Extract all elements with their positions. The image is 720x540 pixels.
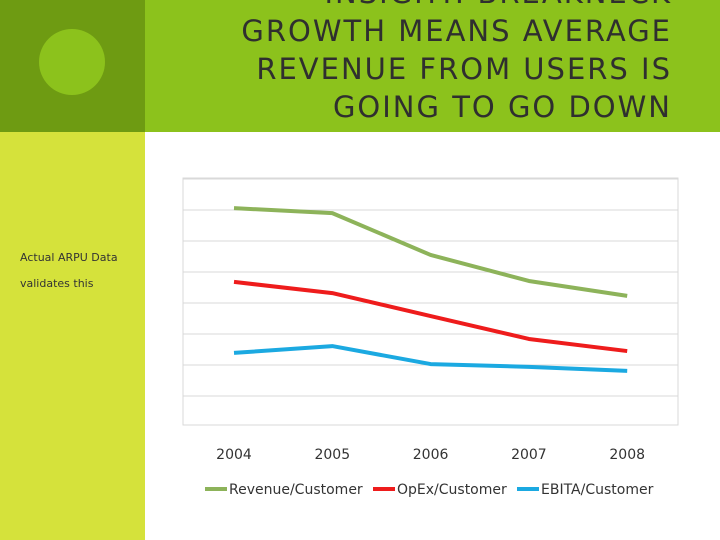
corner-circle	[39, 29, 105, 95]
legend-label: EBITA/Customer	[541, 482, 654, 498]
title-line: GROWTH MEANS AVERAGE	[241, 14, 672, 48]
x-tick-label: 2008	[609, 447, 645, 463]
x-tick-label: 2007	[511, 447, 547, 463]
sidebar	[0, 132, 145, 540]
title-line: GOING TO GO DOWN	[333, 90, 672, 124]
x-tick-label: 2004	[216, 447, 252, 463]
sidebar-text: validates this	[20, 277, 94, 290]
title-line: REVENUE FROM USERS IS	[256, 52, 672, 86]
sidebar-text: Actual ARPU Data	[20, 251, 118, 264]
series-line	[233, 279, 628, 354]
series-line	[233, 344, 628, 373]
legend-label: Revenue/Customer	[229, 482, 363, 498]
plot-frame	[182, 177, 679, 426]
legend-label: OpEx/Customer	[397, 482, 507, 498]
x-tick-label: 2005	[314, 447, 350, 463]
series-line	[233, 206, 628, 298]
x-tick-label: 2006	[413, 447, 449, 463]
title-bar	[145, 0, 720, 132]
title-line: INSIGHT: BREAKNECK	[324, 0, 672, 10]
